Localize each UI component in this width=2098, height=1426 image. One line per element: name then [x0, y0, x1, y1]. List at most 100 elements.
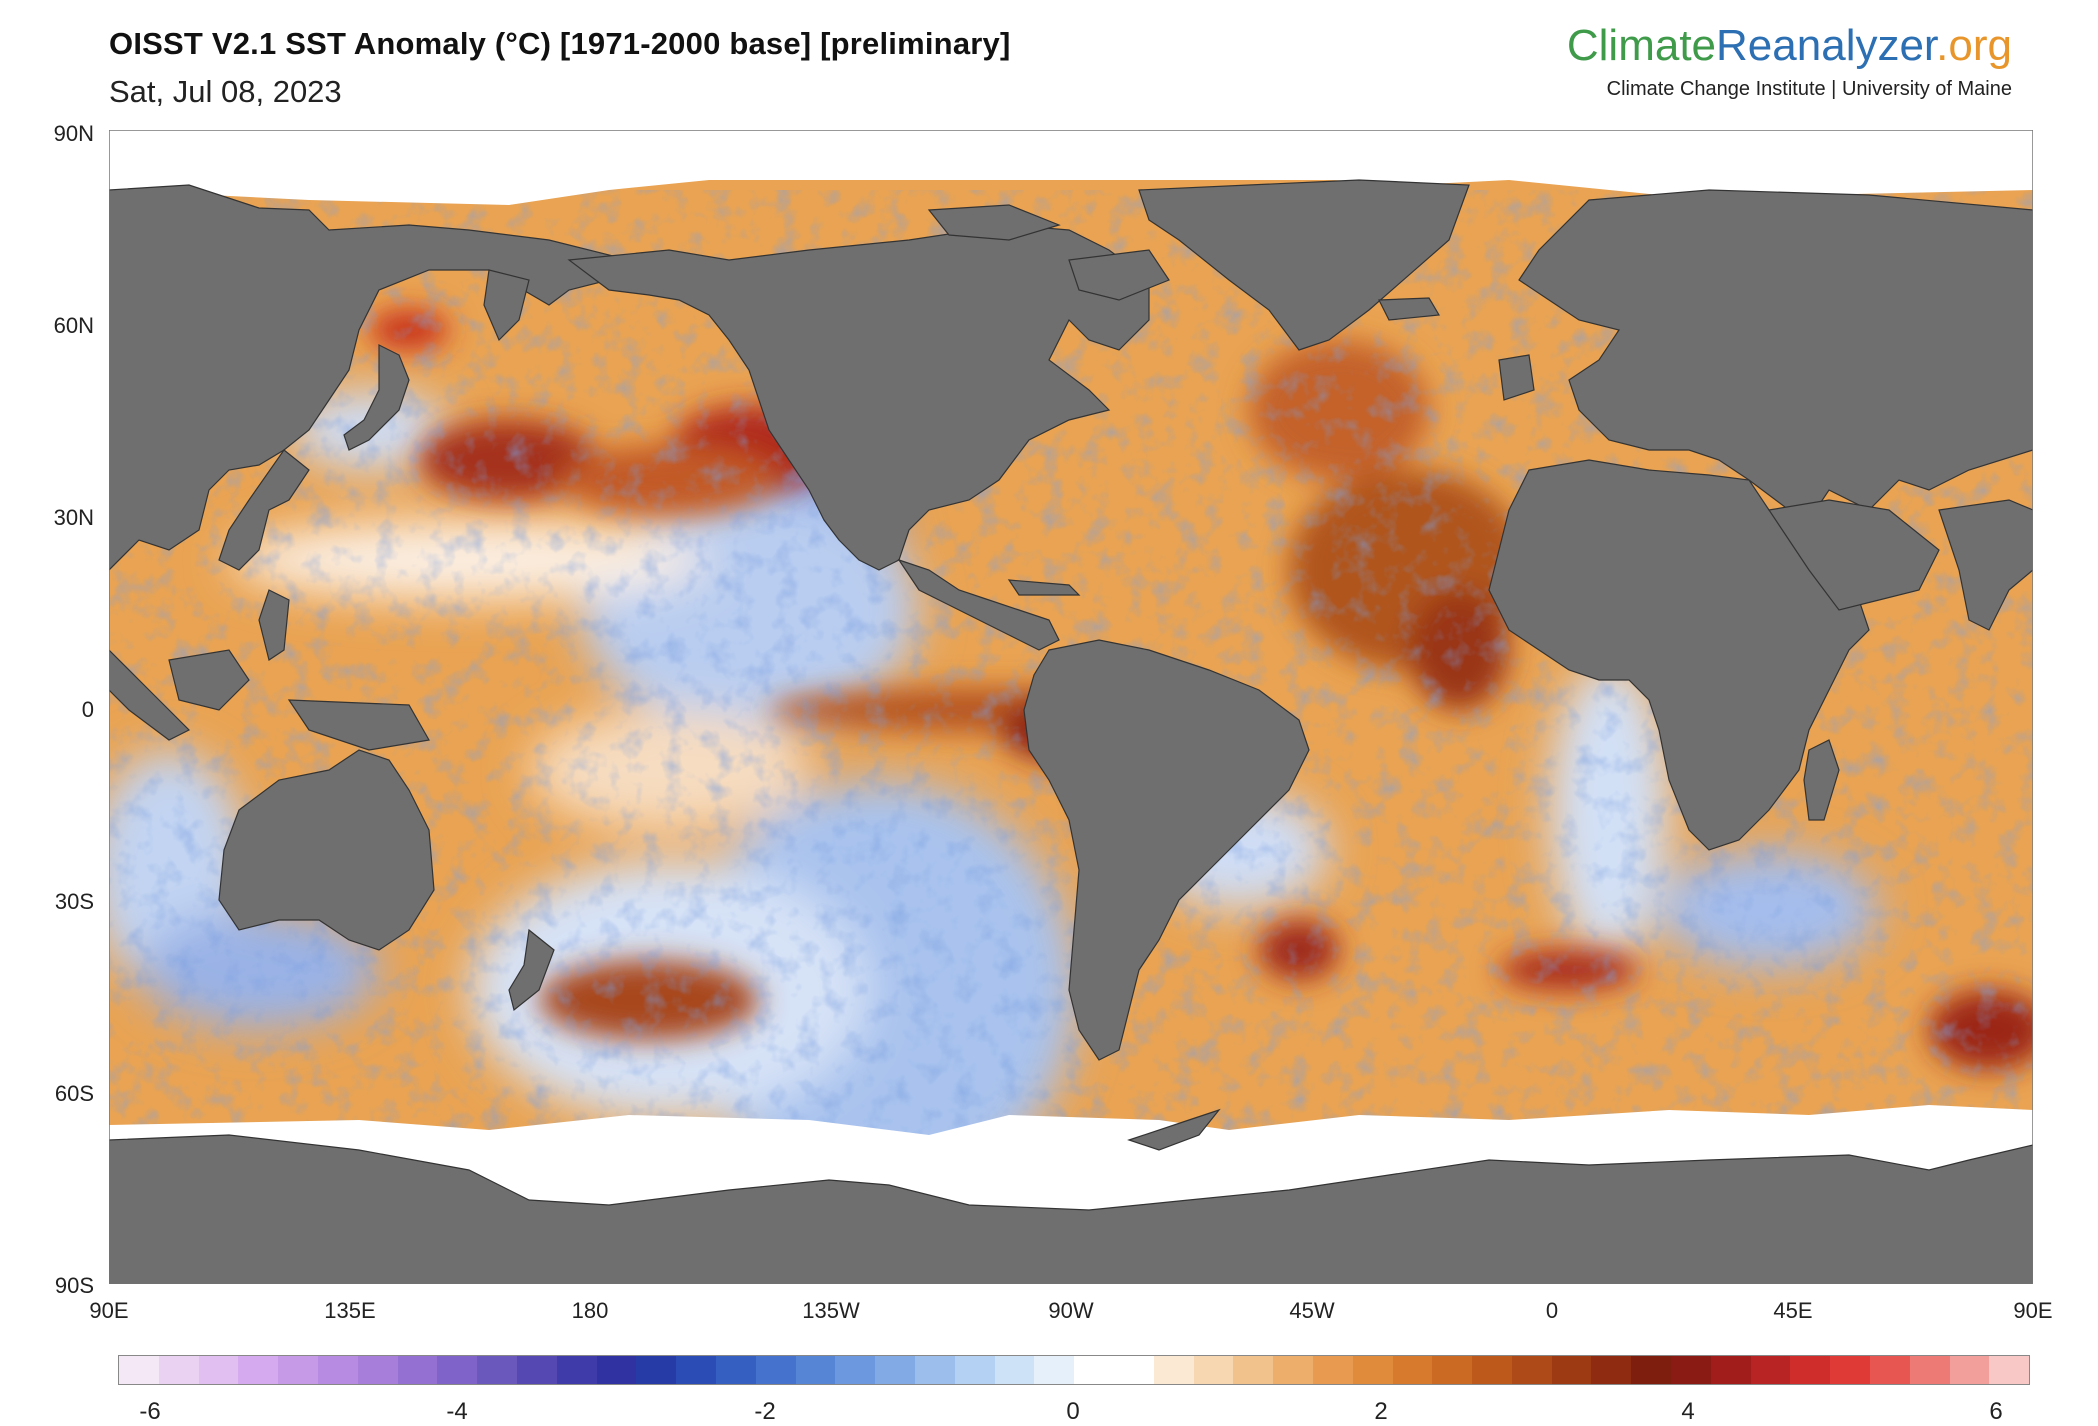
land-arabia	[1767, 499, 1940, 611]
land-new-guinea	[287, 699, 430, 751]
colorbar-segment	[1551, 1356, 1592, 1384]
arctic-sea-ice	[109, 130, 2033, 205]
colorbar-segment	[1034, 1356, 1075, 1384]
land-new-zealand	[508, 928, 555, 1012]
colorbar-segment	[1193, 1356, 1234, 1384]
colorbar	[118, 1355, 2030, 1385]
colorbar-segment	[516, 1356, 557, 1384]
land-iceland	[1378, 297, 1440, 321]
colorbar-label-6: 6	[1989, 1398, 2003, 1425]
colorbar-segment	[1750, 1356, 1791, 1384]
colorbar-segment	[1830, 1356, 1871, 1384]
colorbar-segment	[1790, 1356, 1831, 1384]
colorbar-segment	[755, 1356, 796, 1384]
brand-block: ClimateReanalyzer.org Climate Change Ins…	[1567, 24, 2012, 101]
colorbar-label-0: 0	[1066, 1398, 1080, 1425]
colorbar-segment	[437, 1356, 478, 1384]
brand-logo-part-reanalyzer: Reanalyzer	[1716, 21, 1937, 70]
colorbar-segment	[119, 1356, 159, 1384]
colorbar-segment	[397, 1356, 438, 1384]
colorbar-segment	[636, 1356, 677, 1384]
land-madagascar	[1803, 739, 1840, 821]
brand-logo-part-climate: Climate	[1566, 21, 1717, 70]
colorbar-segment	[278, 1356, 318, 1384]
land-baffin-island	[1068, 249, 1170, 301]
lon-label-45w: 45W	[1289, 1298, 1335, 1323]
land-philippines	[258, 589, 290, 661]
colorbar-segment	[1591, 1356, 1632, 1384]
land-europe	[1518, 189, 2033, 521]
colorbar-segment	[835, 1356, 876, 1384]
lat-label-90n: 90N	[53, 121, 94, 146]
colorbar-segment	[1671, 1356, 1711, 1384]
colorbar-segment	[1710, 1356, 1751, 1384]
colorbar-segment	[994, 1356, 1035, 1384]
land-australia	[218, 749, 435, 951]
colorbar-segment	[1472, 1356, 1512, 1384]
land-canadian-arctic-islands	[927, 204, 1061, 241]
colorbar-segment	[1870, 1356, 1910, 1384]
map-title: OISST V2.1 SST Anomaly (°C) [1971-2000 b…	[109, 26, 1011, 61]
colorbar-segment	[914, 1356, 955, 1384]
lon-label-135e: 135E	[324, 1298, 376, 1323]
colorbar-segment	[1511, 1356, 1552, 1384]
colorbar-segment	[1074, 1356, 1114, 1384]
colorbar-label-neg6: -6	[139, 1398, 161, 1425]
colorbar-segment	[676, 1356, 716, 1384]
colorbar-segment	[1312, 1356, 1353, 1384]
brand-subtitle: Climate Change Institute | University of…	[1606, 78, 2012, 100]
land-greenland	[1138, 179, 1470, 351]
lat-label-0: 0	[81, 697, 94, 722]
land-masses	[109, 179, 2033, 1284]
colorbar-segment	[158, 1356, 199, 1384]
map-date: Sat, Jul 08, 2023	[109, 74, 342, 109]
land-antarctica	[109, 1134, 2033, 1284]
land-china-coast	[218, 449, 310, 571]
land-borneo	[168, 649, 250, 711]
colorbar-segment	[1989, 1356, 2030, 1384]
lon-label-0: 0	[1545, 1298, 1559, 1323]
colorbar-label-4: 4	[1681, 1398, 1695, 1425]
land-africa	[1488, 459, 1870, 851]
land-central-america	[897, 558, 1060, 651]
land-asia-east	[109, 184, 631, 571]
colorbar-label-neg2: -2	[754, 1398, 776, 1425]
lon-label-90w: 90W	[1048, 1298, 1094, 1323]
lon-label-90e-right: 90E	[2013, 1298, 2053, 1323]
colorbar-segment	[715, 1356, 756, 1384]
colorbar-segment	[1392, 1356, 1433, 1384]
land-india	[1938, 499, 2033, 631]
colorbar-segment	[1273, 1356, 1313, 1384]
colorbar-segment	[556, 1356, 597, 1384]
colorbar-segment	[596, 1356, 637, 1384]
land-antarctic-peninsula	[1127, 1108, 1221, 1151]
colorbar-label-2: 2	[1374, 1398, 1388, 1425]
lat-label-90s: 90S	[54, 1273, 94, 1298]
colorbar-segment	[954, 1356, 995, 1384]
colorbar-segment	[1909, 1356, 1950, 1384]
map-canvas	[109, 130, 2033, 1284]
colorbar-segment	[317, 1356, 358, 1384]
lat-label-60n: 60N	[53, 313, 94, 338]
land-south-america	[1023, 639, 1310, 1061]
colorbar-segment	[477, 1356, 517, 1384]
land-sumatra-java	[109, 649, 191, 741]
colorbar-label-neg4: -4	[446, 1398, 468, 1425]
brand-logo[interactable]: ClimateReanalyzer.org	[1567, 24, 2012, 68]
lon-label-45e: 45E	[1773, 1298, 1813, 1323]
colorbar-segment	[198, 1356, 239, 1384]
sst-anomaly-map	[109, 130, 2033, 1284]
brand-logo-part-org: .org	[1936, 21, 2012, 70]
colorbar-segment	[875, 1356, 915, 1384]
lat-label-60s: 60S	[54, 1081, 94, 1106]
lon-label-180: 180	[571, 1298, 609, 1323]
colorbar-segment	[1432, 1356, 1473, 1384]
lat-label-30n: 30N	[53, 505, 94, 530]
lon-label-135w: 135W	[802, 1298, 860, 1323]
colorbar-segment	[1113, 1356, 1154, 1384]
colorbar-segment	[1631, 1356, 1672, 1384]
land-british-isles	[1498, 354, 1535, 401]
lon-label-90e-left: 90E	[89, 1298, 129, 1323]
land-japan	[343, 344, 410, 451]
lat-label-30s: 30S	[54, 889, 94, 914]
